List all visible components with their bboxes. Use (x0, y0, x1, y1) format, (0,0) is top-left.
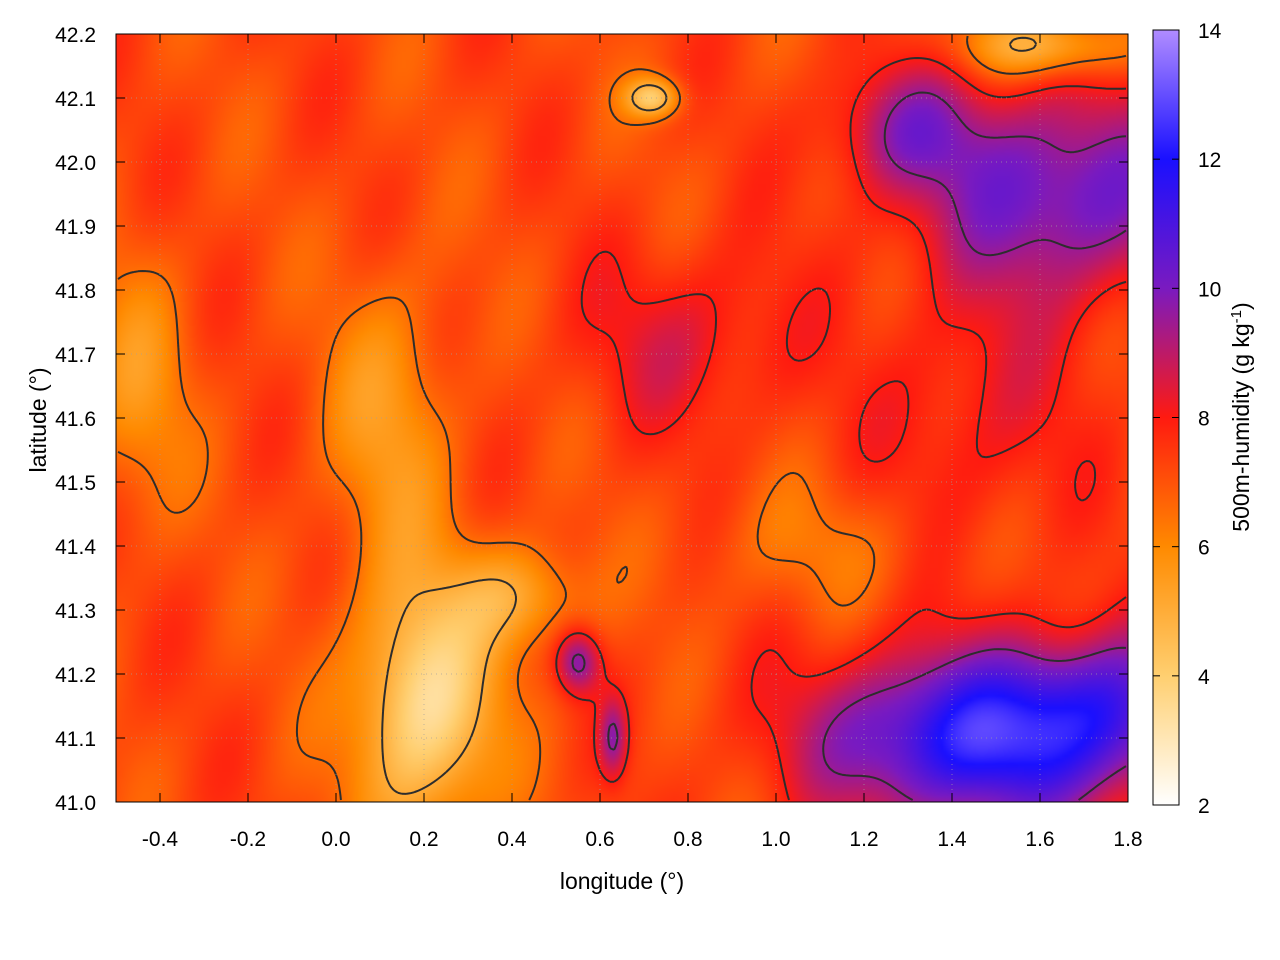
colorbar-tick-label: 6 (1198, 537, 1210, 560)
x-tick-label: 0.8 (673, 828, 702, 851)
colorbar-label-main: 500m-humidity (g kg (1228, 323, 1254, 531)
y-tick-label: 41.1 (55, 728, 96, 751)
colorbar-label: 500m-humidity (g kg-1) (1228, 302, 1254, 531)
y-tick-label: 41.3 (55, 600, 96, 623)
contour-lines (117, 35, 1127, 801)
x-tick-label: 1.4 (937, 828, 967, 851)
contour-line-2 (117, 35, 1127, 801)
colorbar-label-end: ) (1228, 302, 1254, 310)
x-tick-label: 1.0 (761, 828, 790, 851)
colorbar-tick-label: 14 (1198, 20, 1222, 43)
colorbar-tick-label: 2 (1198, 795, 1210, 818)
colorbar-label-sup: -1 (1228, 310, 1245, 323)
x-tick-label: 1.6 (1025, 828, 1054, 851)
y-tick-label: 41.8 (55, 280, 96, 303)
x-tick-label: 0.0 (321, 828, 350, 851)
grid-lines (116, 34, 1128, 802)
x-axis: -0.4 -0.2 0.0 0.2 0.4 0.6 0.8 1.0 1.2 1.4 1.6 1.8 (142, 34, 1143, 851)
x-tick-label: 1.2 (849, 828, 878, 851)
y-tick-label: 41.6 (55, 408, 96, 431)
x-tick-label: 0.2 (409, 828, 438, 851)
y-tick-label: 41.9 (55, 216, 96, 239)
y-tick-label: 41.0 (55, 792, 96, 815)
contour-line-1 (381, 36, 1038, 795)
y-axis: 41.0 41.1 41.2 41.3 41.4 41.5 41.6 41.7 41.8 41.9… (55, 24, 1128, 815)
y-tick-label: 41.5 (55, 472, 96, 495)
x-tick-label: -0.2 (230, 828, 266, 851)
colorbar-ticks: 2 4 6 8 10 12 14 (1153, 20, 1222, 818)
colorbar: 2 4 6 8 10 12 14 500m-humidity (g kg-1) (1152, 20, 1254, 818)
colorbar-tick-label: 4 (1198, 666, 1210, 689)
x-axis-label: longitude (°) (560, 868, 684, 894)
colorbar-tick-label: 8 (1198, 408, 1210, 431)
y-axis-label: latitude (°) (25, 367, 51, 472)
y-tick-label: 42.1 (55, 88, 96, 111)
x-tick-label: 0.6 (585, 828, 614, 851)
colorbar-tick-label: 10 (1198, 278, 1221, 301)
y-tick-label: 41.4 (55, 536, 96, 559)
y-tick-label: 42.0 (55, 152, 96, 175)
x-tick-label: 0.4 (497, 828, 527, 851)
y-tick-label: 42.2 (55, 24, 96, 47)
colorbar-tick-label: 12 (1198, 149, 1221, 172)
y-tick-label: 41.7 (55, 344, 96, 367)
x-tick-label: -0.4 (142, 828, 179, 851)
contour-line-3 (555, 57, 1127, 801)
x-tick-label: 1.8 (1113, 828, 1142, 851)
y-tick-label: 41.2 (55, 664, 96, 687)
contour-line-4 (571, 91, 1127, 801)
